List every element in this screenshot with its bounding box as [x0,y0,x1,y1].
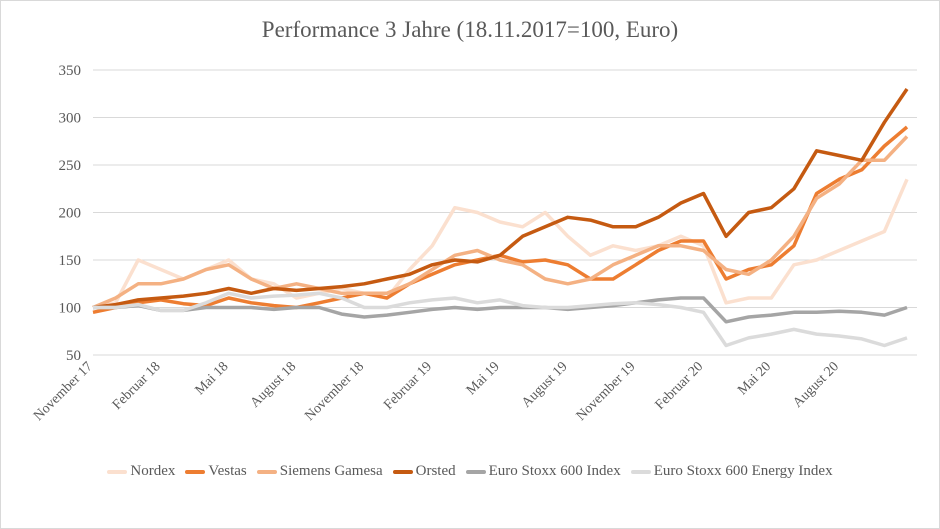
y-tick-label: 250 [59,158,82,174]
legend-swatch [185,469,206,474]
legend-item: Nordex [107,463,175,480]
legend-label: Orsted [415,463,456,479]
y-tick-label: 50 [66,348,81,364]
series-line-euro-stoxx-600-energy-index [93,291,908,348]
x-tick-label: Mai 20 [735,359,774,398]
x-tick-label: August 19 [519,359,571,411]
series-line-siemens-gamesa [92,135,909,310]
legend-label: Euro Stoxx 600 Index [488,463,621,479]
x-tick-label: Februar 20 [653,359,707,413]
x-tick-label: August 20 [790,359,842,411]
series-line-euro-stoxx-600-index [93,296,908,324]
legend-swatch [392,469,413,474]
series-line-orsted [92,88,909,310]
x-tick-label: Februar 19 [381,359,435,413]
x-tick-label: November 18 [302,359,367,424]
legend-item: Orsted [392,463,456,480]
legend-label: Euro Stoxx 600 Energy Index [653,463,833,479]
legend-label: Vestas [208,463,247,479]
series-line-nordex [92,178,909,310]
y-tick-label: 350 [59,63,82,79]
legend-item: Vestas [185,463,247,480]
chart-title: Performance 3 Jahre (18.11.2017=100, Eur… [261,17,679,42]
legend-swatch [107,469,128,474]
x-tick-label: Februar 18 [110,359,164,413]
series-line-vestas [92,125,909,315]
legend-swatch [630,469,651,474]
y-tick-label: 100 [59,301,82,317]
y-tick-label: 150 [59,253,82,269]
x-tick-label: November 17 [31,359,96,424]
x-tick-label: Mai 18 [193,359,232,398]
x-tick-label: Mai 19 [464,359,503,398]
x-tick-label: November 19 [574,359,639,424]
legend-swatch [256,469,277,474]
legend-label: Siemens Gamesa [279,463,383,479]
legend-label: Nordex [130,463,176,479]
x-tick-label: August 18 [248,359,300,411]
legend-item: Euro Stoxx 600 Energy Index [630,463,833,480]
legend-swatch [465,469,486,474]
legend: Nordex Vestas Siemens Gamesa Orsted Euro Sto… [1,463,939,480]
legend-item: Euro Stoxx 600 Index [465,463,621,480]
y-tick-label: 200 [59,206,82,222]
legend-item: Siemens Gamesa [256,463,383,480]
y-tick-label: 300 [59,111,82,127]
